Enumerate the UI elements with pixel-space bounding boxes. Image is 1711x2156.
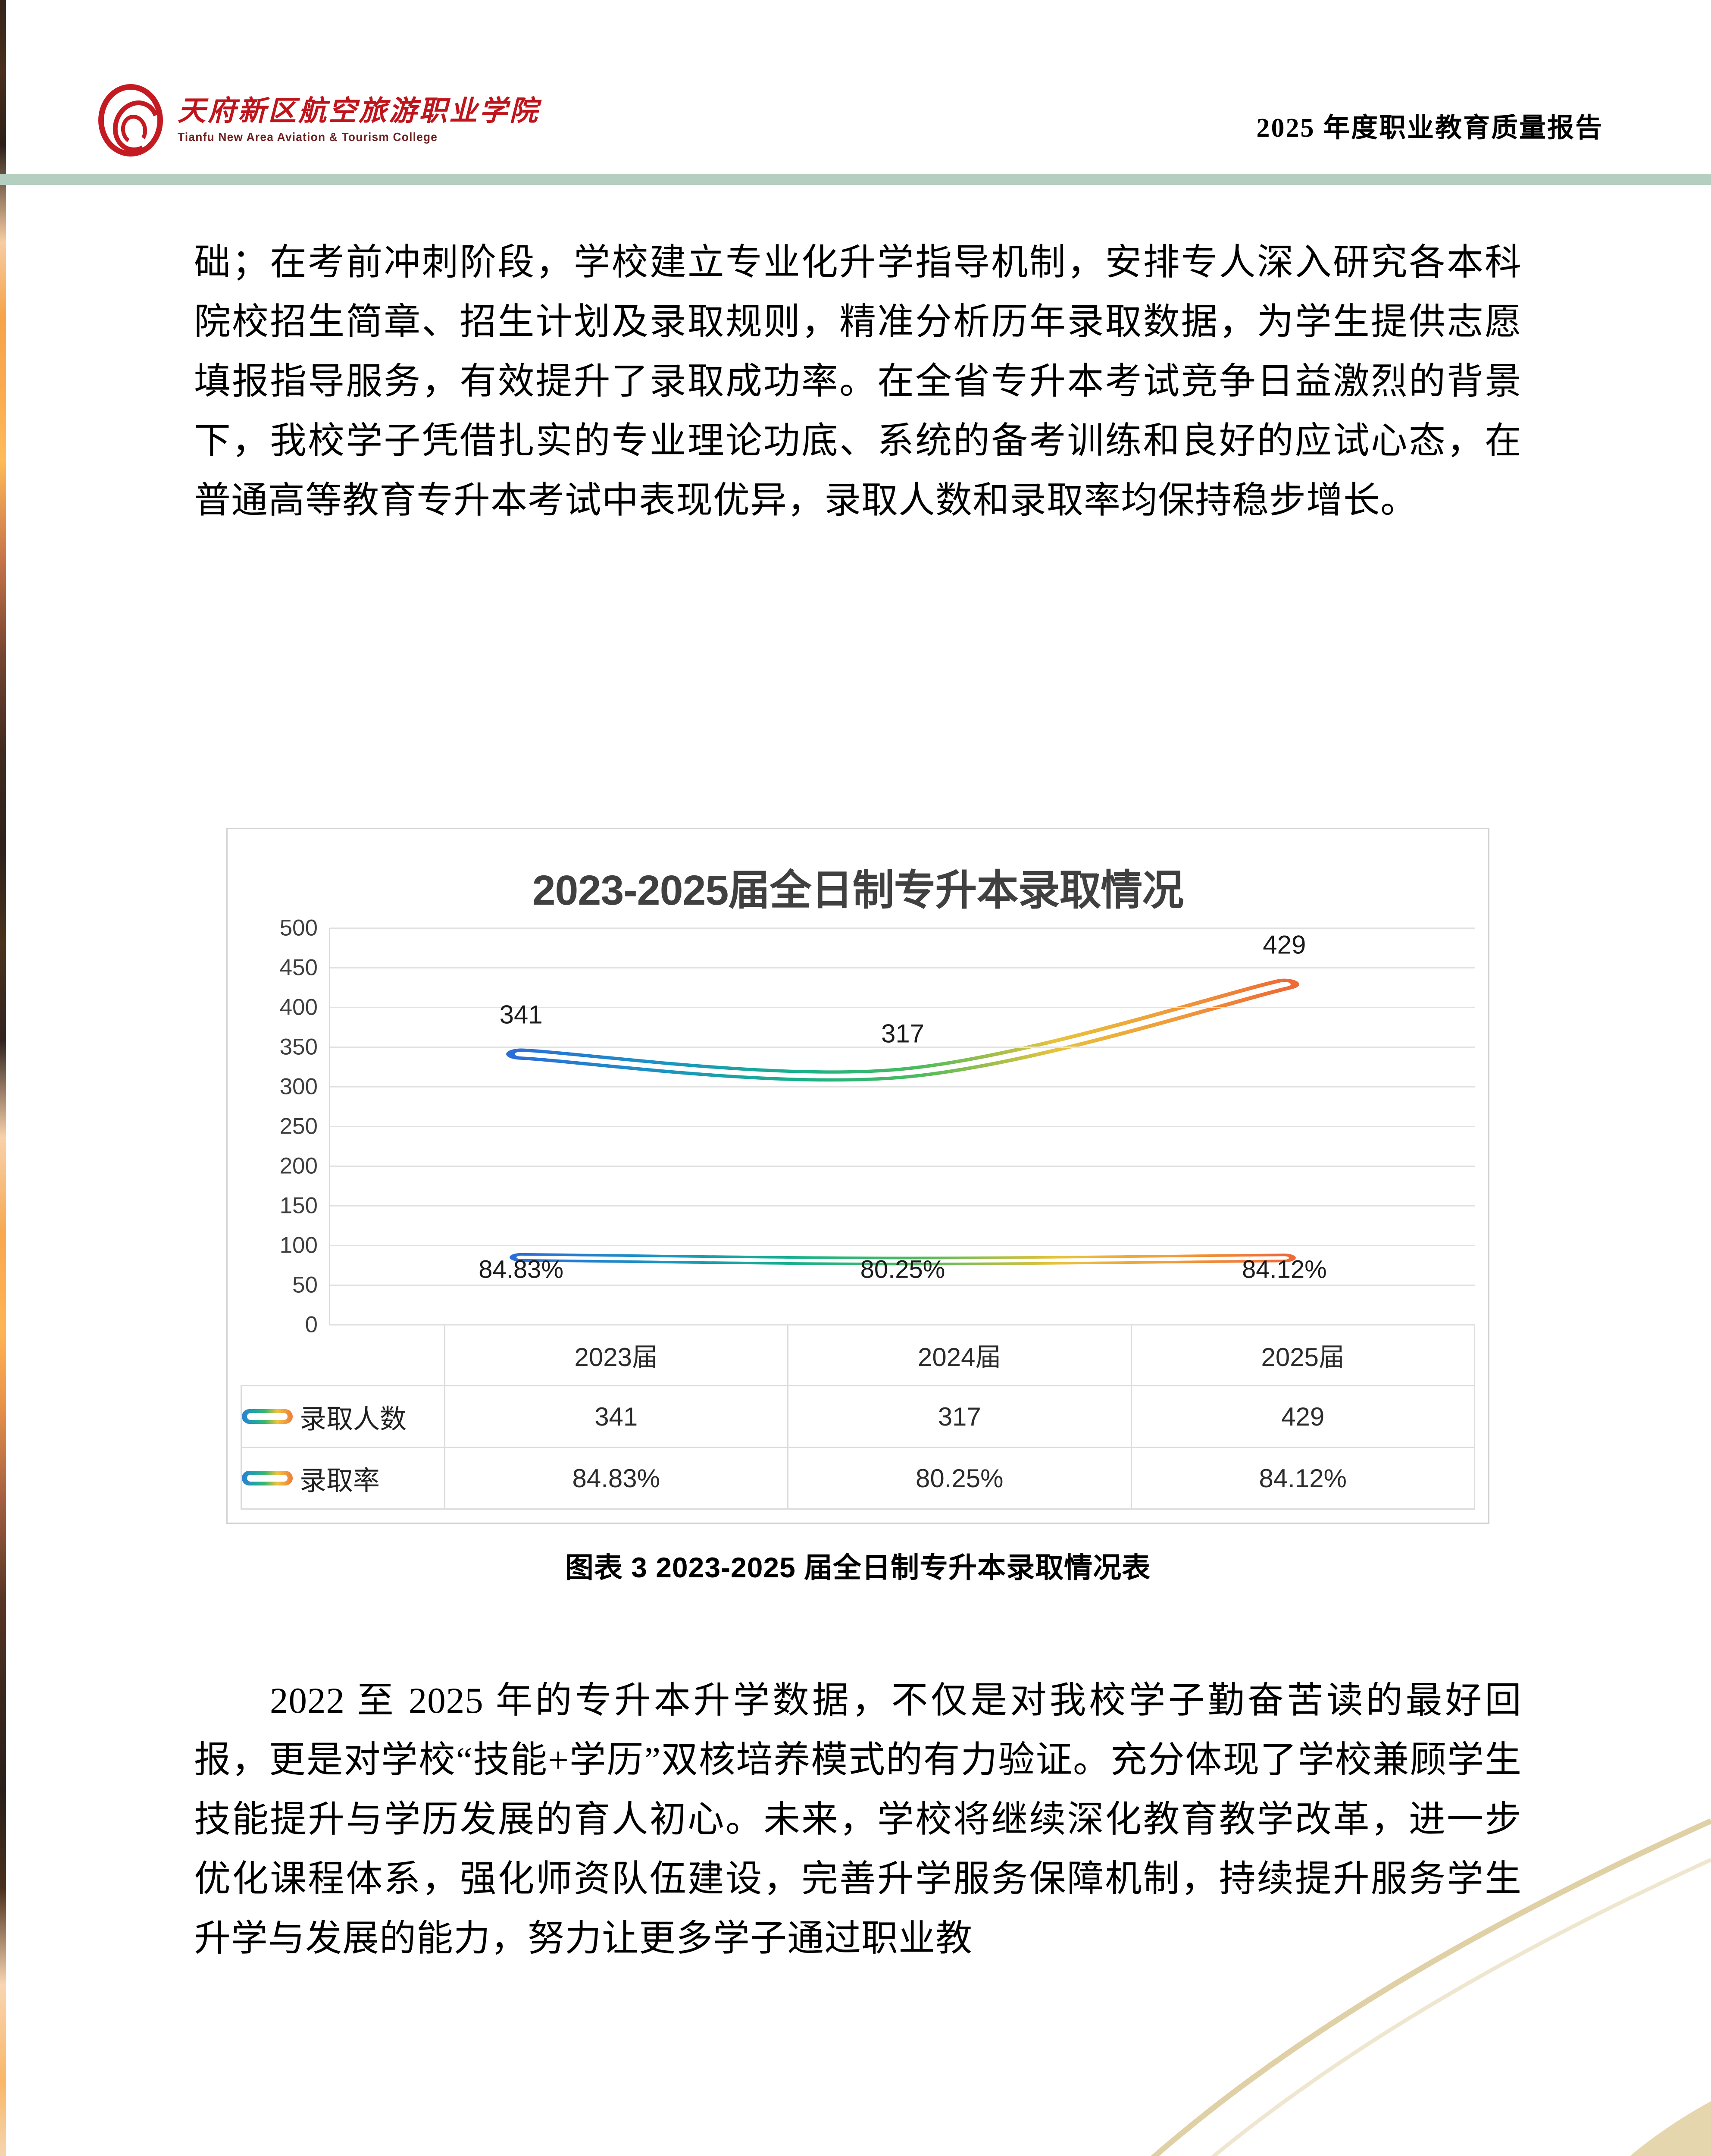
chart-title: 2023-2025届全日制专升本录取情况 bbox=[532, 867, 1184, 914]
y-axis: 500 450 400 350 300 250 200 150 100 50 0 bbox=[241, 915, 329, 1338]
table-cell: 429 bbox=[1130, 1385, 1475, 1448]
grid-line bbox=[330, 1126, 1475, 1127]
y-axis-tick: 0 bbox=[305, 1312, 318, 1338]
y-axis-tick: 100 bbox=[279, 1232, 318, 1258]
college-logo: 天府新区航空旅游职业学院 Tianfu New Area Aviation & … bbox=[98, 84, 540, 157]
data-label-rate: 80.25% bbox=[860, 1255, 945, 1284]
table-cell: 341 bbox=[444, 1385, 788, 1448]
data-label-count: 317 bbox=[881, 1019, 925, 1048]
legend-line-icon bbox=[242, 1409, 293, 1424]
legend-label: 录取率 bbox=[300, 1466, 380, 1496]
y-axis-tick: 450 bbox=[279, 955, 318, 981]
table-header-row: 2023届 2024届 2025届 bbox=[241, 1325, 1475, 1386]
logo-name-en: Tianfu New Area Aviation & Tourism Colle… bbox=[178, 130, 438, 144]
y-axis-tick: 500 bbox=[279, 915, 318, 941]
grid-line bbox=[330, 1166, 1475, 1167]
y-axis-tick: 50 bbox=[292, 1272, 318, 1298]
data-label-rate: 84.83% bbox=[479, 1255, 564, 1284]
y-axis-tick: 200 bbox=[279, 1153, 318, 1179]
grid-line bbox=[330, 928, 1475, 929]
table-cell: 84.12% bbox=[1130, 1447, 1475, 1510]
y-axis-tick: 400 bbox=[279, 994, 318, 1020]
series-line-core-1 bbox=[515, 982, 1291, 1078]
grid-line bbox=[330, 1007, 1475, 1008]
header-divider bbox=[0, 174, 1711, 185]
table-corner bbox=[241, 1325, 445, 1386]
plot-area: 341 317 429 84.83% 80.25% 84.12% bbox=[329, 928, 1475, 1326]
chart-data-table: 2023届 2024届 2025届 录取人数 341 317 429 录取率 84.83% 80… bbox=[241, 1325, 1475, 1510]
page-edge-artifact bbox=[0, 0, 6, 2156]
data-label-rate: 84.12% bbox=[1242, 1255, 1327, 1284]
body-paragraph-2: 2022 至 2025 年的专升本升学数据，不仅是对我校学子勤奋苦读的最好回报，… bbox=[194, 1680, 1522, 1959]
table-cell: 80.25% bbox=[787, 1447, 1132, 1510]
grid-line bbox=[330, 1047, 1475, 1048]
grid-line bbox=[330, 1324, 1475, 1326]
chart-data-table-wrap: 2023届 2024届 2025届 录取人数 341 317 429 录取率 84.83% 80… bbox=[241, 1325, 1475, 1510]
legend-item-2[interactable]: 录取率 bbox=[241, 1447, 445, 1510]
page-header: 天府新区航空旅游职业学院 Tianfu New Area Aviation & … bbox=[0, 65, 1711, 194]
y-axis-tick: 150 bbox=[279, 1193, 318, 1219]
grid-line bbox=[330, 967, 1475, 968]
chart-card: 2023-2025届全日制专升本录取情况 500 450 400 350 300 250 2… bbox=[226, 828, 1489, 1524]
data-label-count: 429 bbox=[1263, 930, 1306, 959]
table-row: 录取人数 341 317 429 bbox=[241, 1385, 1475, 1448]
legend-label: 录取人数 bbox=[300, 1404, 407, 1434]
y-axis-tick: 250 bbox=[279, 1113, 318, 1139]
plot-row: 500 450 400 350 300 250 200 150 100 50 0 bbox=[241, 915, 1475, 1338]
grid-line bbox=[330, 1245, 1475, 1246]
grid-line bbox=[330, 1285, 1475, 1286]
table-col-header: 2024届 bbox=[787, 1325, 1132, 1386]
table-col-header: 2023届 bbox=[444, 1325, 788, 1386]
figure-3: 2023-2025届全日制专升本录取情况 500 450 400 350 300 250 2… bbox=[226, 828, 1489, 1586]
header-title: 2025 年度职业教育质量报告 bbox=[1256, 113, 1603, 143]
grid-line bbox=[330, 1205, 1475, 1206]
grid-line bbox=[330, 1086, 1475, 1087]
data-label-count: 341 bbox=[499, 1000, 543, 1029]
y-axis-tick: 300 bbox=[279, 1074, 318, 1100]
table-cell: 84.83% bbox=[444, 1447, 788, 1510]
table-row: 录取率 84.83% 80.25% 84.12% bbox=[241, 1447, 1475, 1510]
table-cell: 317 bbox=[787, 1385, 1132, 1448]
table-col-header: 2025届 bbox=[1130, 1325, 1475, 1386]
figure-caption: 图表 3 2023-2025 届全日制专升本录取情况表 bbox=[565, 1551, 1151, 1583]
legend-item-1[interactable]: 录取人数 bbox=[241, 1385, 445, 1448]
chart-lines bbox=[506, 978, 1299, 1266]
logo-text-block: 天府新区航空旅游职业学院 Tianfu New Area Aviation & … bbox=[178, 97, 540, 144]
series-line-core-2 bbox=[516, 1255, 1289, 1263]
logo-name-cn: 天府新区航空旅游职业学院 bbox=[178, 95, 540, 127]
legend-line-icon bbox=[242, 1471, 293, 1485]
body-paragraph-1: 础；在考前冲刺阶段，学校建立专业化升学指导机制，安排专人深入研究各本科院校招生简… bbox=[194, 242, 1522, 521]
y-axis-tick: 350 bbox=[279, 1034, 318, 1060]
seal-icon bbox=[98, 84, 163, 157]
